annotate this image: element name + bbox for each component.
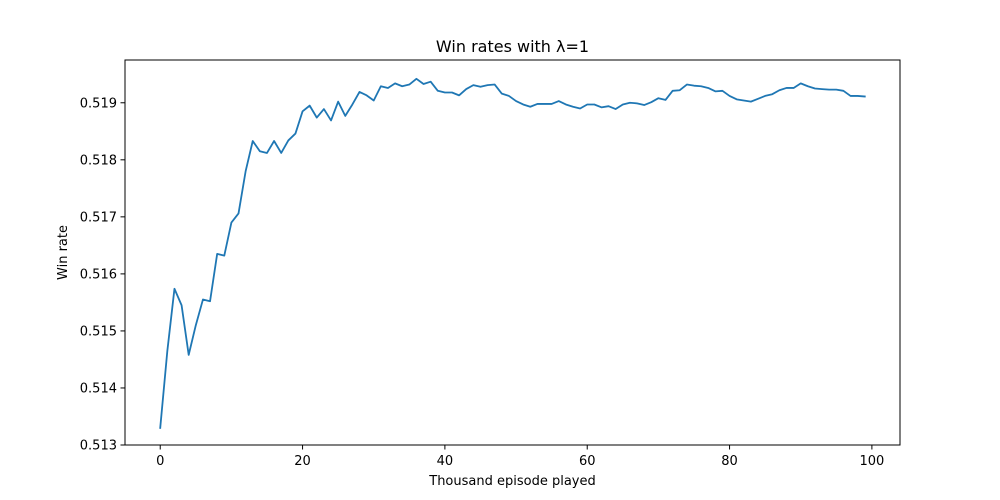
x-tick-label: 0 bbox=[156, 454, 164, 469]
x-tick-label: 60 bbox=[579, 454, 596, 469]
y-tick-label: 0.516 bbox=[80, 267, 117, 282]
axes-frame bbox=[124, 59, 901, 446]
series-layer bbox=[159, 77, 866, 429]
axes-background bbox=[125, 60, 900, 445]
chart-title: Win rates with λ=1 bbox=[436, 37, 589, 56]
y-tick-label: 0.513 bbox=[80, 439, 117, 454]
y-tick-label: 0.514 bbox=[80, 381, 117, 396]
x-axis-ticks: 0 20 40 60 80 100 bbox=[156, 445, 884, 469]
x-axis-label: Thousand episode played bbox=[428, 474, 595, 489]
y-axis-label: Win rate bbox=[56, 225, 71, 280]
y-tick-label: 0.517 bbox=[80, 210, 117, 225]
y-tick-label: 0.519 bbox=[80, 96, 117, 111]
x-tick-label: 20 bbox=[294, 454, 311, 469]
series-line bbox=[159, 77, 866, 429]
x-tick-label: 80 bbox=[721, 454, 738, 469]
y-tick-label: 0.518 bbox=[80, 153, 117, 168]
y-axis-ticks: 0.513 0.514 0.515 0.516 0.517 0.518 0.519 bbox=[80, 96, 125, 454]
y-tick-label: 0.515 bbox=[80, 324, 117, 339]
plot-area bbox=[125, 60, 900, 445]
x-tick-label: 100 bbox=[859, 454, 884, 469]
x-tick-label: 40 bbox=[437, 454, 454, 469]
